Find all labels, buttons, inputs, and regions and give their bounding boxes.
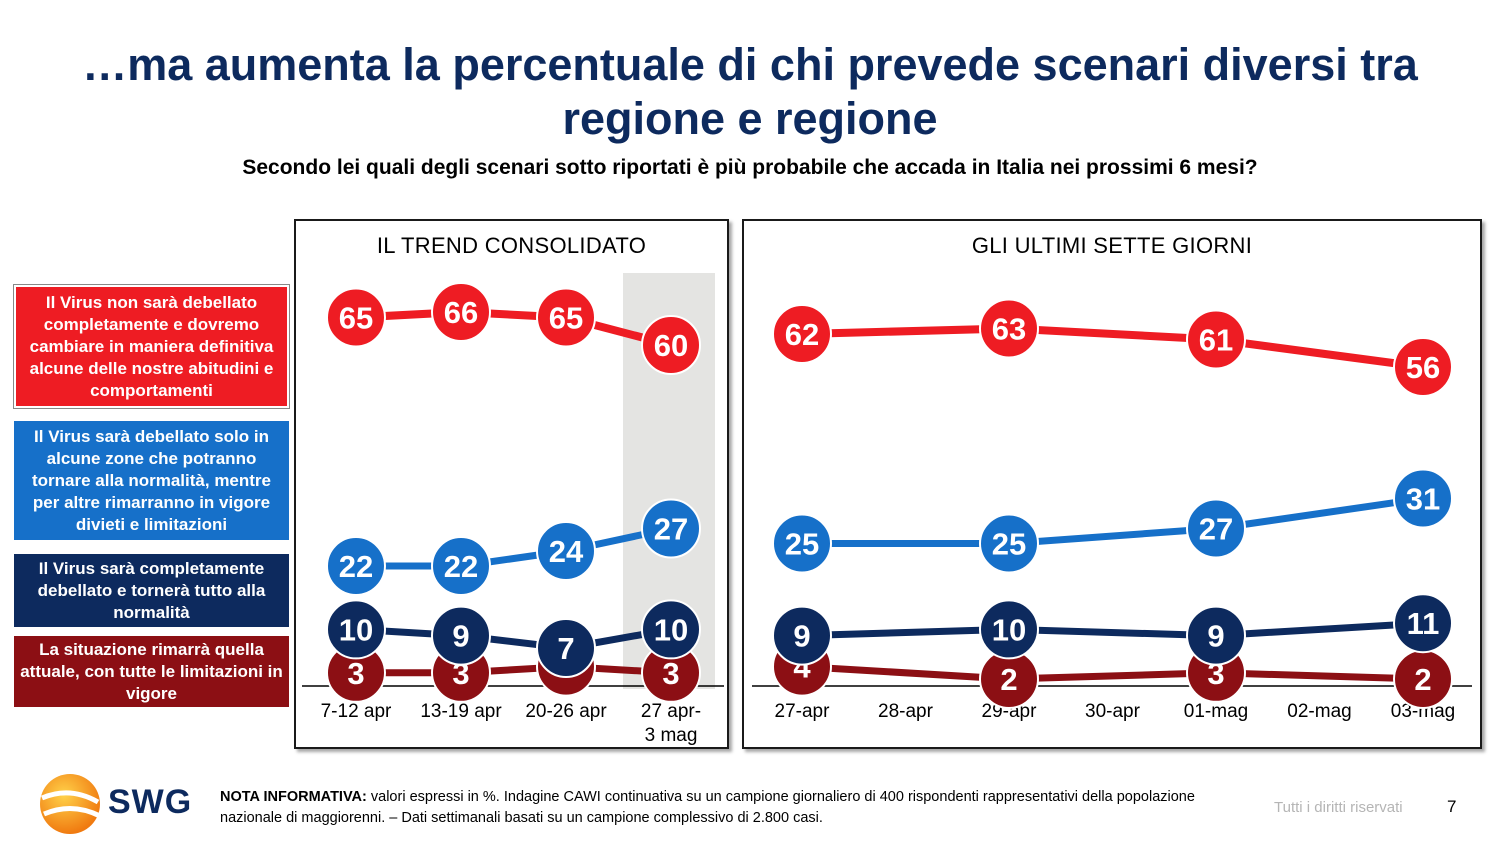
data-label: 9 [793,619,810,654]
data-label: 2 [1414,662,1431,697]
daily-chart: 27-apr 28-apr 29-apr 30-apr 01-mag 02-mag 03-m… [752,298,1472,722]
chart-title: IL TREND CONSOLIDATO [376,233,647,258]
x-tick-label: 01-mag [1184,701,1248,722]
data-label: 60 [654,328,688,363]
data-label: 10 [339,612,373,647]
data-point [536,287,596,348]
series-line [802,495,1424,547]
x-tick-label: 02-mag [1287,701,1351,722]
data-label: 65 [339,301,373,336]
data-label: 9 [1207,619,1224,654]
legend-item-unchanged: La situazione rimarrà quella attuale, co… [14,636,289,707]
chart-panel-trend: IL TREND CONSOLIDATO 7-12 apr 13-19 apr 20… [294,219,729,749]
data-point [536,521,596,581]
data-point [979,599,1039,660]
x-tick-label: 28-apr [878,701,934,722]
legend-label: Il Virus sarà completamente debellato e … [37,558,266,622]
legend-item-not-eradicated: Il Virus non sarà debellato completament… [14,285,289,408]
data-point [536,618,596,678]
data-label: 63 [992,312,1026,347]
data-label: 31 [1406,482,1440,517]
data-point [326,287,386,348]
x-tick-label: 27-apr [775,701,831,722]
data-label: 25 [785,527,819,562]
legend-item-eradicated: Il Virus sarà completamente debellato e … [14,554,289,627]
footnote-text: valori espressi in %. Indagine CAWI cont… [220,789,1195,826]
data-label: 7 [557,631,574,666]
legend-item-regional: Il Virus sarà debellato solo in alcune z… [14,421,289,540]
swg-logo-icon [40,774,102,834]
x-tick-label: 27 apr- [641,701,701,722]
trend-chart: 7-12 apr 13-19 apr 20-26 apr 27 apr- 3 mag 3 3… [302,273,724,746]
chart-panel-last-seven-days: GLI ULTIMI SETTE GIORNI 27-apr 28-apr 29-a… [742,219,1482,749]
data-label: 62 [785,317,819,352]
data-point [1186,498,1246,559]
data-point [431,536,491,596]
data-point [1393,468,1453,529]
data-point [1393,593,1453,654]
x-tick-label: 7-12 apr [321,701,392,722]
logo-text: SWG [108,783,193,821]
series-line [801,324,1424,371]
footnote: NOTA INFORMATIVA: valori espressi in %. … [220,787,1230,829]
chart-title: GLI ULTIMI SETTE GIORNI [971,233,1253,258]
legend-label: La situazione rimarrà quella attuale, co… [20,639,283,703]
data-point [641,498,701,559]
data-label: 3 [347,656,364,691]
data-point [326,536,386,596]
x-tick-label: 20-26 apr [525,701,607,722]
series-line [356,663,672,677]
data-label: 10 [992,612,1026,647]
x-tick-label: 13-19 apr [420,701,502,722]
x-tick-label: 03-mag [1391,701,1455,722]
x-tick-label: 30-apr [1085,701,1141,722]
data-point [1186,605,1246,666]
data-label: 9 [452,619,469,654]
footnote-label: NOTA INFORMATIVA: [220,789,367,805]
data-label: 65 [549,301,583,336]
data-label: 27 [1199,512,1233,547]
survey-question: Secondo lei quali degli scenari sotto ri… [242,156,1258,179]
data-label: 11 [1407,606,1440,641]
legend-label: Il Virus sarà debellato solo in alcune z… [31,426,272,534]
series-line [356,525,672,570]
data-label: 27 [654,512,688,547]
data-point [772,605,832,666]
data-label: 24 [549,534,584,569]
data-label: 56 [1406,350,1440,385]
data-point [431,605,491,666]
data-point [772,304,832,364]
data-point [979,298,1039,359]
data-label: 66 [444,295,478,330]
data-point [772,513,832,574]
x-tick-label: 3 mag [645,725,698,746]
data-label: 3 [662,656,679,691]
series-line [355,625,672,652]
data-point [326,599,386,660]
rights-notice: Tutti i diritti riservati [1274,799,1403,816]
x-tick-label: 29-apr [982,701,1038,722]
data-label: 22 [444,549,478,584]
data-label: 61 [1199,323,1233,358]
series-line [355,308,673,349]
data-point [431,282,491,342]
series-line [801,619,1424,640]
page-title: …ma aumenta la percentuale di chi preved… [82,39,1418,144]
page-number: 7 [1447,797,1457,816]
data-point [641,599,701,660]
data-point [1393,337,1453,397]
data-label: 2 [1000,662,1017,697]
data-point [641,315,701,375]
legend-label: Il Virus non sarà debellato completament… [29,292,274,400]
series-line [801,663,1424,683]
data-label: 10 [654,612,688,647]
data-point [1186,309,1246,370]
data-point [979,513,1039,574]
data-label: 25 [992,527,1026,562]
data-label: 22 [339,549,373,584]
